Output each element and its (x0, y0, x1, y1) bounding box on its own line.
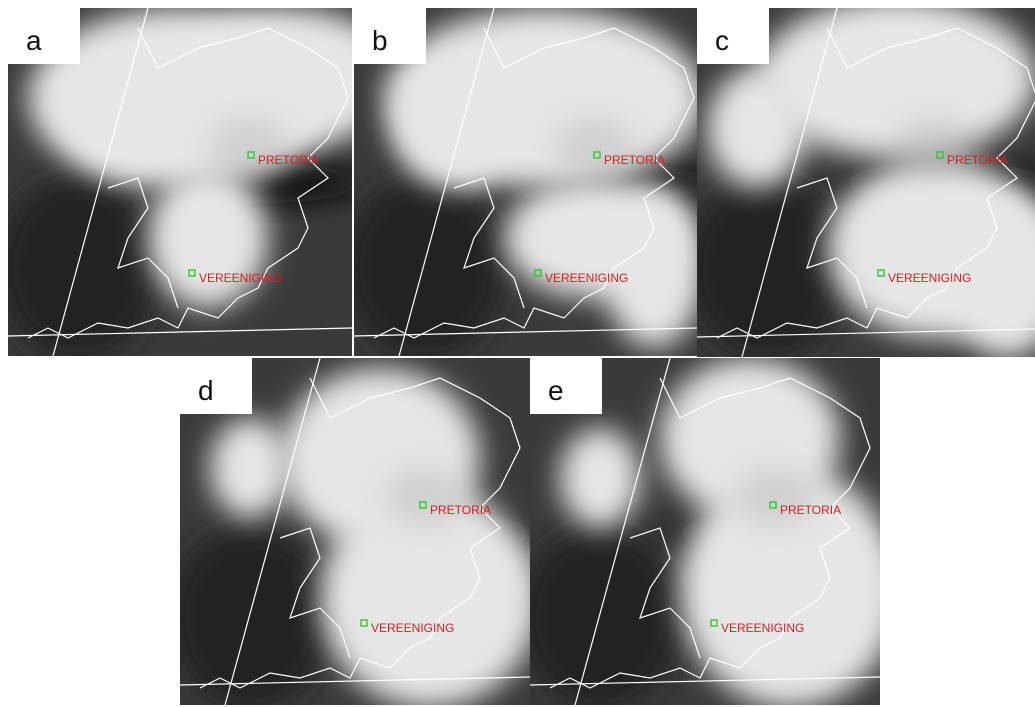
city-marker (710, 619, 718, 627)
province-border (549, 377, 871, 689)
province-border (27, 27, 349, 339)
satellite-panel: a PRETORIA VEREENIGING (8, 8, 352, 356)
cloud (707, 68, 807, 188)
boundary-line (574, 358, 671, 705)
boundary-line (224, 358, 321, 705)
city-label: VEREENIGING (545, 271, 628, 285)
city-label: PRETORIA (947, 153, 1008, 167)
satellite-panel: c PRETORIA VEREENIGING (697, 8, 1035, 357)
satellite-panel: e PRETORIA VEREENIGING (530, 358, 880, 705)
city-label: VEREENIGING (199, 271, 282, 285)
cloud (210, 418, 290, 518)
city-marker (877, 269, 885, 277)
city-marker (419, 501, 427, 509)
city-label: VEREENIGING (721, 621, 804, 635)
label-box (354, 8, 426, 64)
panel-label: e (548, 375, 564, 406)
city-marker (769, 501, 777, 509)
cloud (947, 198, 1035, 357)
city-marker (188, 269, 196, 277)
city-marker (534, 269, 542, 277)
province-border (453, 177, 525, 309)
dark-area (354, 178, 504, 356)
city-label: PRETORIA (780, 503, 841, 517)
dark-area (180, 528, 330, 705)
boundary-line (8, 327, 352, 337)
boundary-line (180, 676, 530, 686)
city-label: PRETORIA (604, 153, 665, 167)
panel-label: c (715, 25, 729, 56)
cloud (554, 117, 635, 178)
panel-label: d (198, 375, 214, 406)
cloud (604, 188, 697, 348)
boundary-line (741, 8, 838, 357)
city-marker (593, 151, 601, 159)
cloud (148, 168, 268, 308)
cloud (68, 68, 188, 168)
boundary-line (398, 8, 495, 356)
label-box (8, 8, 80, 64)
city-label: VEREENIGING (371, 621, 454, 635)
dark-area (697, 178, 847, 357)
dark-area (530, 528, 680, 705)
satellite-panel: b PRETORIA VEREENIGING (354, 8, 697, 356)
province-border (373, 27, 695, 339)
city-marker (247, 151, 255, 159)
cloud (178, 8, 352, 148)
province-border (796, 177, 868, 309)
cloud (680, 468, 880, 705)
cloud (893, 117, 974, 178)
city-label: VEREENIGING (888, 271, 971, 285)
satellite-panel: d PRETORIA VEREENIGING (180, 358, 530, 705)
boundary-line (530, 676, 880, 686)
boundary-line (52, 8, 149, 356)
panel-label: a (26, 25, 42, 56)
province-border (107, 177, 179, 309)
label-box (180, 358, 252, 414)
label-box (530, 358, 602, 414)
cloud (385, 466, 465, 527)
panel-label: b (372, 25, 388, 56)
city-marker (360, 619, 368, 627)
province-border (629, 527, 701, 659)
province-border (279, 527, 351, 659)
province-border (716, 27, 1035, 339)
label-box (697, 8, 769, 64)
city-label: PRETORIA (430, 503, 491, 517)
cloud (208, 117, 289, 178)
cloud (735, 466, 815, 527)
boundary-line (354, 327, 697, 337)
province-border (199, 377, 521, 689)
dark-area (8, 178, 158, 356)
cloud (394, 68, 514, 188)
city-label: PRETORIA (258, 153, 319, 167)
city-marker (936, 151, 944, 159)
cloud (560, 428, 640, 528)
